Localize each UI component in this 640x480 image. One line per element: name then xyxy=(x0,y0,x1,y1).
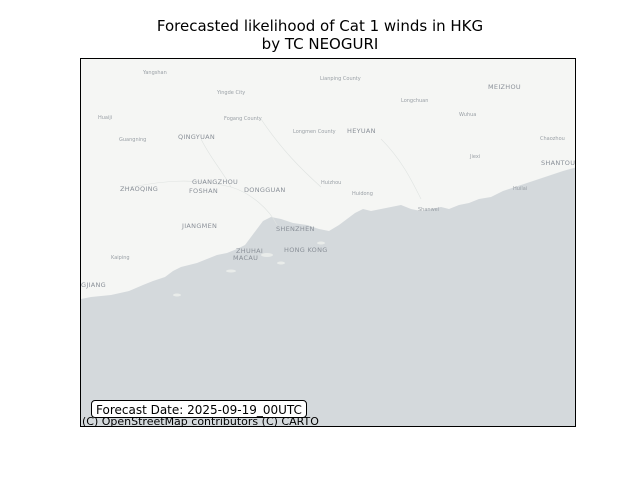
place-jiexi: Jiexi xyxy=(470,154,481,160)
river-network xyxy=(120,118,422,226)
place-qingyuan: QINGYUAN xyxy=(178,133,216,141)
place-heyuan: HEYUAN xyxy=(347,127,376,135)
islands xyxy=(173,241,325,297)
place-jiangmen: JIANGMEN xyxy=(182,222,218,230)
place-wuhua: Wuhua xyxy=(459,112,477,118)
map-title: Forecasted likelihood of Cat 1 winds in … xyxy=(0,17,640,53)
place-guangning: Guangning xyxy=(119,137,147,143)
place-zhaoqing: ZHAOQING xyxy=(120,185,159,193)
place-lianping: Lianping County xyxy=(320,76,361,82)
place-foshan: FOSHAN xyxy=(189,187,218,195)
place-longmen: Longmen County xyxy=(293,129,336,135)
place-shanwei: Shanwei xyxy=(418,207,440,213)
forecast-date-label: Forecast Date: 2025-09-19_00UTC xyxy=(91,400,307,418)
place-huaiji: Huaiji xyxy=(98,115,113,121)
place-yingde: Yingde City xyxy=(217,90,246,96)
place-huilai: Huilai xyxy=(513,186,528,192)
place-fogang: Fogang County xyxy=(224,116,262,122)
place-shenzhen: SHENZHEN xyxy=(276,225,315,233)
place-dongguan: DONGGUAN xyxy=(244,186,286,194)
basemap xyxy=(81,59,575,426)
place-hongkong: HONG KONG xyxy=(284,246,328,254)
map-attribution: (C) OpenStreetMap contributors (C) CARTO xyxy=(82,415,319,428)
place-huizhou: Huizhou xyxy=(321,180,342,186)
sea-area xyxy=(81,167,575,426)
place-guangzhou: GUANGZHOU xyxy=(192,178,239,186)
place-meizhou: MEIZHOU xyxy=(488,83,521,91)
place-zhuhai: ZHUHAI xyxy=(236,247,264,255)
map-panel[interactable]: Yangshan Yingde City Fogang County Lianp… xyxy=(80,58,576,427)
place-yangshan: Yangshan xyxy=(143,70,167,76)
place-yangjiang: GJIANG xyxy=(81,281,107,289)
place-longchuan: Longchuan xyxy=(401,98,429,104)
place-chaozhou: Chaozhou xyxy=(540,136,565,142)
title-line-1: Forecasted likelihood of Cat 1 winds in … xyxy=(156,17,484,35)
place-macau: MACAU xyxy=(233,254,259,262)
place-shantou: SHANTOU xyxy=(541,159,576,167)
title-line-2: by TC NEOGURI xyxy=(261,35,379,53)
place-huidong: Huidong xyxy=(352,191,373,197)
place-kaiping: Kaiping xyxy=(111,255,130,261)
